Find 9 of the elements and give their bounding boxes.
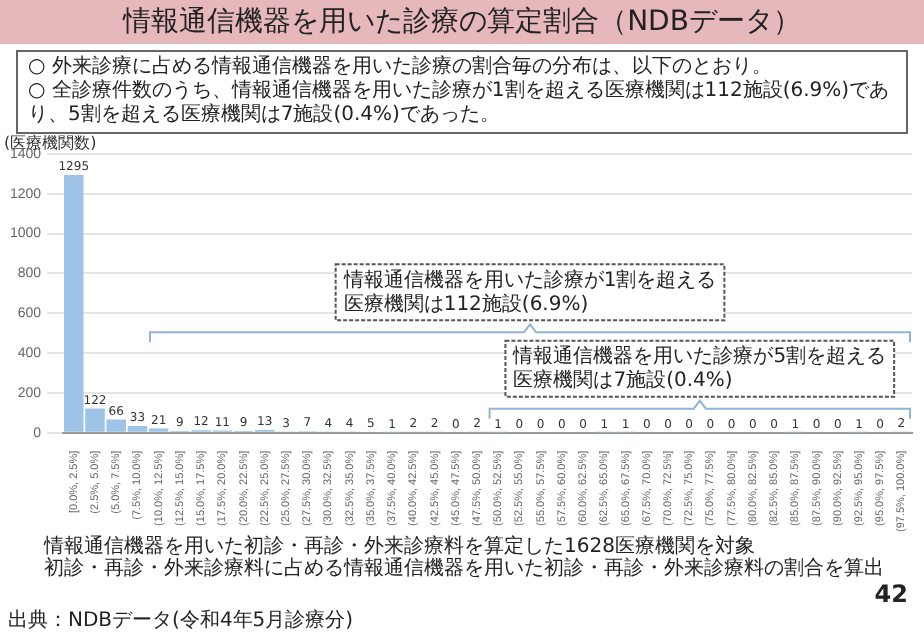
chart-subtitle: ○ 外来診療に占める情報通信機器を用いた診療の割合毎の分布は、以下のとおり。 ○ 全診療件数のうち、情報通信機器を用いた診療が1割を超える医療機関は112施設(6.9%)であり、5割を超える医療機関は7施設(0.4%)であった。 [16, 50, 908, 134]
annotation: 情報通信機器を用いた診療が5割を超える医療機関は7施設(0.4%) [511, 343, 887, 392]
chart-title: 情報通信機器を用いた診療の算定割合（NDBデータ） [0, 0, 924, 44]
source-note: 出典：NDBデータ(令和4年5月診療分) [8, 607, 354, 634]
annotation: 情報通信機器を用いた診療が1割を超える医療機関は112施設(6.9%) [341, 267, 717, 316]
text: 42 [874, 580, 908, 608]
y-axis-title: (医療機関数) [4, 134, 97, 153]
text: 初診・再診・外来診療料に占める情報通信機器を用いた初診・再診・外来診療料の割合を算出 [44, 558, 884, 580]
text: 情報通信機器を用いた初診・再診・外来診療料を算定した1628医療機関を対象 [44, 536, 755, 558]
